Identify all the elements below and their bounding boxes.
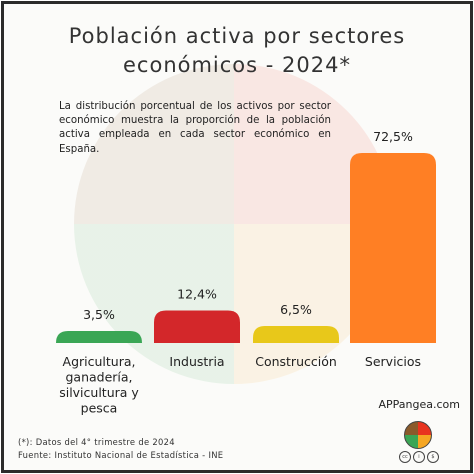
value-label-0: 3,5% <box>83 307 115 322</box>
title-line-2: económicos - 2024* <box>123 53 351 77</box>
cc-icon: cc <box>399 451 411 463</box>
value-label-3: 72,5% <box>373 129 413 144</box>
appangea-logo-icon <box>404 421 432 449</box>
by-icon: i <box>413 451 425 463</box>
category-label-2-0: Construcción <box>255 354 337 369</box>
license-badges: cc i $ <box>399 451 439 463</box>
bar-chart: 3,5% Agricultura,ganadería,silvicultura y… <box>56 129 436 416</box>
bar-1 <box>154 310 240 343</box>
category-label-1-0: Industria <box>169 354 224 369</box>
value-label-2: 6,5% <box>280 302 312 317</box>
category-label-0-0: Agricultura, <box>63 354 136 369</box>
category-label-0-1: ganadería, <box>65 370 132 385</box>
footnote-period: (*): Datos del 4° trimestre de 2024 <box>18 437 175 447</box>
category-label-0-3: pesca <box>81 401 118 416</box>
chart-title: Población activa por sectores económicos… <box>4 22 470 80</box>
footnotes: (*): Datos del 4° trimestre de 2024 Fuen… <box>18 436 223 462</box>
category-label-0-2: silvicultura y <box>59 385 139 400</box>
nc-icon: $ <box>427 451 439 463</box>
footnote-source: Fuente: Instituto Nacional de Estadístic… <box>18 450 224 460</box>
chart-description: La distribución porcentual de los activo… <box>59 101 331 155</box>
category-label-3-0: Servicios <box>365 354 421 369</box>
bar-2 <box>253 325 339 343</box>
value-label-1: 12,4% <box>177 287 217 302</box>
bar-3 <box>350 153 436 343</box>
brand-link[interactable]: APPangea.com <box>378 398 461 411</box>
title-line-1: Población activa por sectores <box>68 24 406 48</box>
bar-0 <box>56 331 142 343</box>
